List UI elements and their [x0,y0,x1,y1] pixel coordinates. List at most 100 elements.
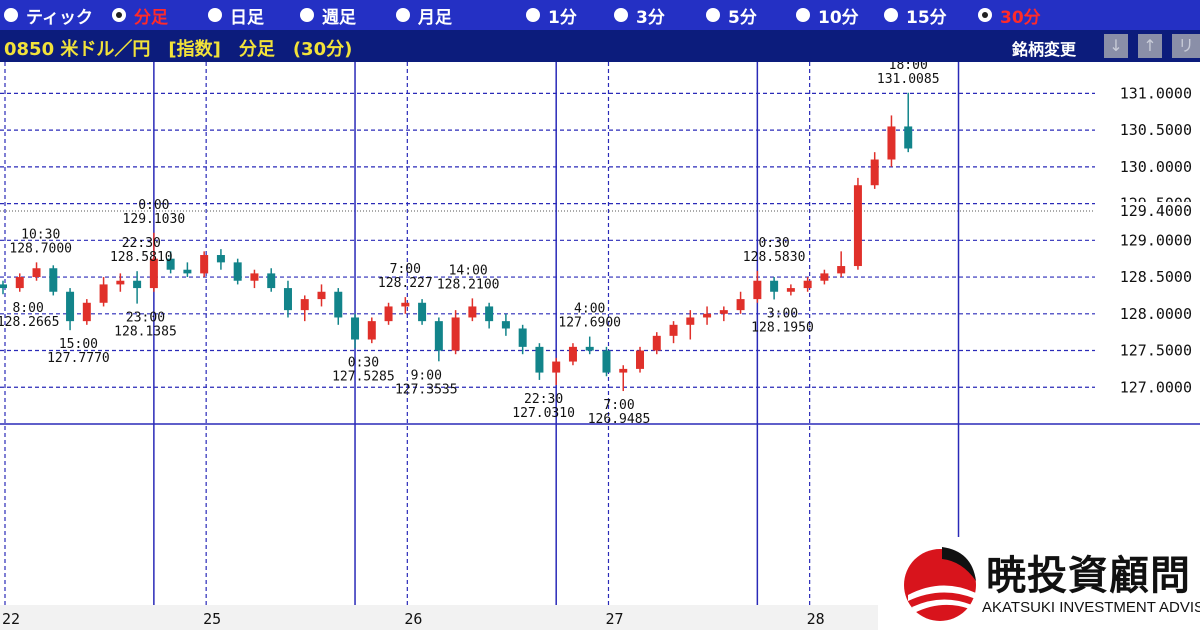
candle-body [870,159,879,186]
candle-body [32,268,41,278]
option-label[interactable]: 30分 [1000,7,1041,28]
candle-body [317,291,326,300]
period-option[interactable]: 1分 [526,4,577,28]
candle-body [535,346,544,373]
candle-body [133,280,142,289]
candle-body [719,310,728,314]
period-option[interactable]: 日足 [208,4,264,28]
radio[interactable] [614,8,628,22]
period-option[interactable]: 10分 [796,4,859,28]
candle-body [401,302,410,307]
annotation-price: 127.5285 [332,369,395,384]
list-button[interactable]: リス [1172,34,1200,58]
candle-body [434,321,443,351]
annotation-time: 7:00 [603,398,634,413]
candle-body [334,291,343,318]
option-label[interactable]: 15分 [906,7,947,28]
radio[interactable] [884,8,898,22]
period-option[interactable]: 分足 [112,4,168,28]
option-label[interactable]: 月足 [418,7,452,28]
annotation-time: 10:30 [21,227,60,242]
up-button[interactable]: ↑ [1138,34,1162,58]
option-label[interactable]: 3分 [636,7,665,28]
current-price-label: 129.4000 [1120,202,1192,220]
candle-body [166,258,175,270]
candle-body [686,317,695,325]
candle-body [49,268,58,292]
candle-body [451,317,460,351]
radio[interactable] [4,8,18,22]
x-tick-label: 26 [404,610,422,628]
annotation-time: 14:00 [449,263,488,278]
radio[interactable] [526,8,540,22]
annotation-time: 23:00 [126,311,165,326]
period-option[interactable]: 週足 [300,4,356,28]
radio[interactable] [112,8,126,22]
radio[interactable] [978,8,992,22]
candle-body [887,126,896,160]
candle-body [149,258,158,289]
option-label[interactable]: 日足 [230,7,264,28]
candle-body [585,346,594,351]
annotation-price: 128.7000 [9,241,72,256]
annotation-time: 0:30 [758,236,789,251]
annotation-price: 128.1385 [114,325,177,340]
period-option[interactable]: 5分 [706,4,757,28]
annotation-time: 0:30 [348,355,379,370]
candle-body [116,280,125,285]
instrument-title: 0850 米ドル／円 [指数] 分足 (30分) [4,39,353,60]
annotation-time: 9:00 [411,368,442,383]
annotation-price: 126.9485 [588,412,651,427]
x-tick-label: 22 [2,610,20,628]
candle-body [803,280,812,289]
option-label[interactable]: 5分 [728,7,757,28]
candle-body [501,321,510,329]
candle-body [568,346,577,362]
x-tick-label: 25 [203,610,221,628]
candle-body [652,335,661,351]
option-label[interactable]: 分足 [134,7,168,28]
candle-body [485,306,494,322]
y-tick-label: 127.0000 [1120,378,1192,396]
candle-body [418,302,427,322]
radio[interactable] [706,8,720,22]
candle-body [770,280,779,292]
radio[interactable] [300,8,314,22]
candle-body [669,324,678,336]
radio[interactable] [396,8,410,22]
annotation-time: 22:30 [122,236,161,251]
down-button[interactable]: ↓ [1104,34,1128,58]
annotation-price: 128.1950 [751,320,814,335]
annotation-price: 128.5810 [110,250,173,265]
logo-mark [904,547,976,621]
change-symbol-button[interactable]: 銘柄変更 [1012,40,1077,59]
period-option[interactable]: ティック [4,4,93,28]
radio[interactable] [208,8,222,22]
candle-body [552,361,561,373]
candle-body [351,317,360,340]
annotation-price: 128.2100 [437,277,500,292]
radio[interactable] [796,8,810,22]
period-option[interactable]: 月足 [396,4,452,28]
y-tick-label: 130.0000 [1120,158,1192,176]
option-label[interactable]: 週足 [322,7,356,28]
annotation-time: 22:30 [524,392,563,407]
header-bar: 0850 米ドル／円 [指数] 分足 (30分) 銘柄変更 ↓ ↑ リス [0,30,1200,62]
option-label[interactable]: 10分 [818,7,859,28]
y-tick-label: 130.5000 [1120,121,1192,139]
candle-body [518,328,527,347]
annotation-time: 18:00 [889,62,928,73]
annotation-time: 8:00 [12,301,43,316]
period-option[interactable]: 15分 [884,4,947,28]
candle-body [15,277,24,289]
logo-name: 暁投資顧問 [986,552,1191,599]
y-tick-label: 131.0000 [1120,84,1192,102]
annotation-price: 127.7770 [47,351,110,366]
current-price-box [1110,201,1196,220]
option-label[interactable]: 1分 [548,7,577,28]
x-tick-label: 28 [807,610,825,628]
option-label[interactable]: ティック [26,7,93,28]
period-option[interactable]: 3分 [614,4,665,28]
period-option[interactable]: 30分 [978,4,1041,28]
candle-body [753,280,762,300]
